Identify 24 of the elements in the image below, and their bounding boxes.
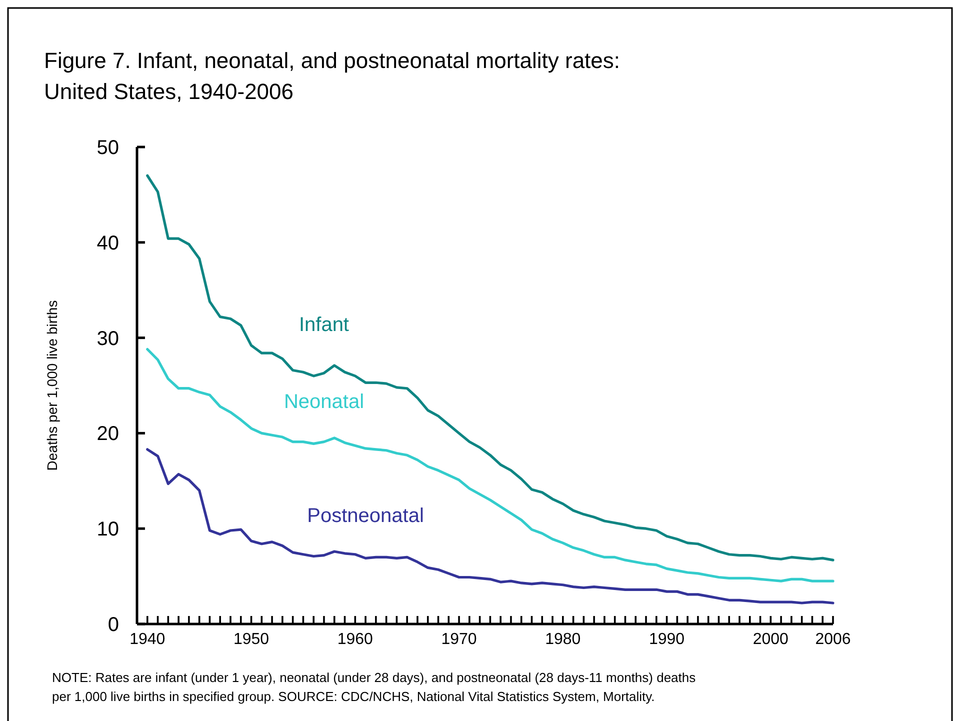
- series-label: Postneonatal: [307, 505, 424, 528]
- text: NOTE: Rates are infant (under 1 year), neonatal (under 28 days), and postneonatal (28 days-11 months) deaths: [52, 670, 696, 685]
- y-tick-label: 20: [96, 423, 119, 446]
- x-tick-label: 1970: [441, 631, 477, 648]
- x-tick-label: 2006: [815, 631, 851, 648]
- y-tick-label: 0: [108, 614, 119, 636]
- line-series: [146, 174, 834, 562]
- x-tick-label: 2000: [752, 631, 789, 648]
- x-tick-label: 1950: [233, 631, 270, 648]
- y-tick-label: 40: [96, 232, 119, 254]
- x-tick-label: 1960: [337, 631, 374, 648]
- y-tick-label: 30: [96, 328, 119, 350]
- x-tick-label: 1990: [648, 631, 685, 648]
- y-axis-title: Deaths per 1,000 live births: [44, 300, 60, 471]
- line-series: [146, 448, 834, 604]
- series-label: Neonatal: [284, 390, 364, 413]
- text: per 1,000 live births in specified group. SOURCE: CDC/NCHS, National Vital Statistics System, Mortality.: [52, 689, 655, 704]
- line-series: [146, 348, 834, 582]
- x-tick-label: 1940: [130, 631, 166, 648]
- chart-title: Figure 7. Infant, neonatal, and postneonatal mortality rates: United States, 1940-2006: [44, 48, 620, 104]
- series-label: Infant: [298, 314, 350, 336]
- y-tick-label: 10: [96, 518, 119, 541]
- x-tick-label: 1980: [545, 631, 581, 648]
- y-tick-label: 50: [96, 137, 119, 159]
